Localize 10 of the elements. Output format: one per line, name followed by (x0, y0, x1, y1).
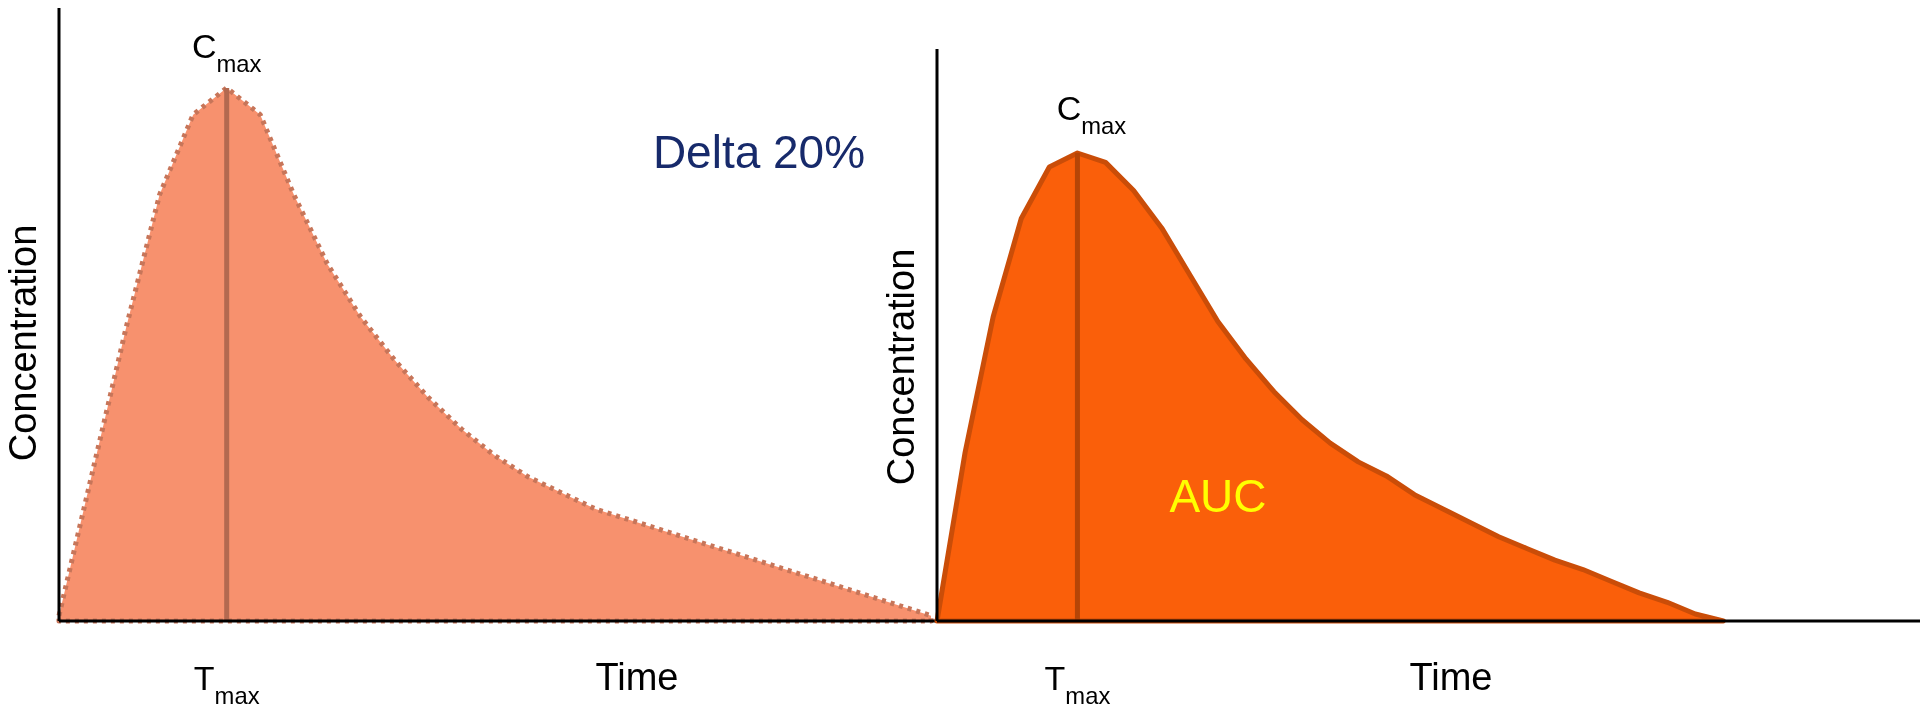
y-axis-title: Concentration (880, 248, 922, 486)
y-axis-title: Concentration (2, 224, 44, 462)
annotation: AUC (1169, 470, 1267, 522)
text: T$_{max}$ (1044, 659, 1111, 709)
annotation: Delta 20% (652, 126, 866, 178)
x-axis-title: Time (1409, 656, 1493, 698)
text: C$_{max}$ (191, 27, 262, 77)
text: T$_{max}$ (193, 659, 260, 709)
x-axis-title: Time (595, 656, 679, 698)
text: C$_{max}$ (1056, 89, 1127, 139)
